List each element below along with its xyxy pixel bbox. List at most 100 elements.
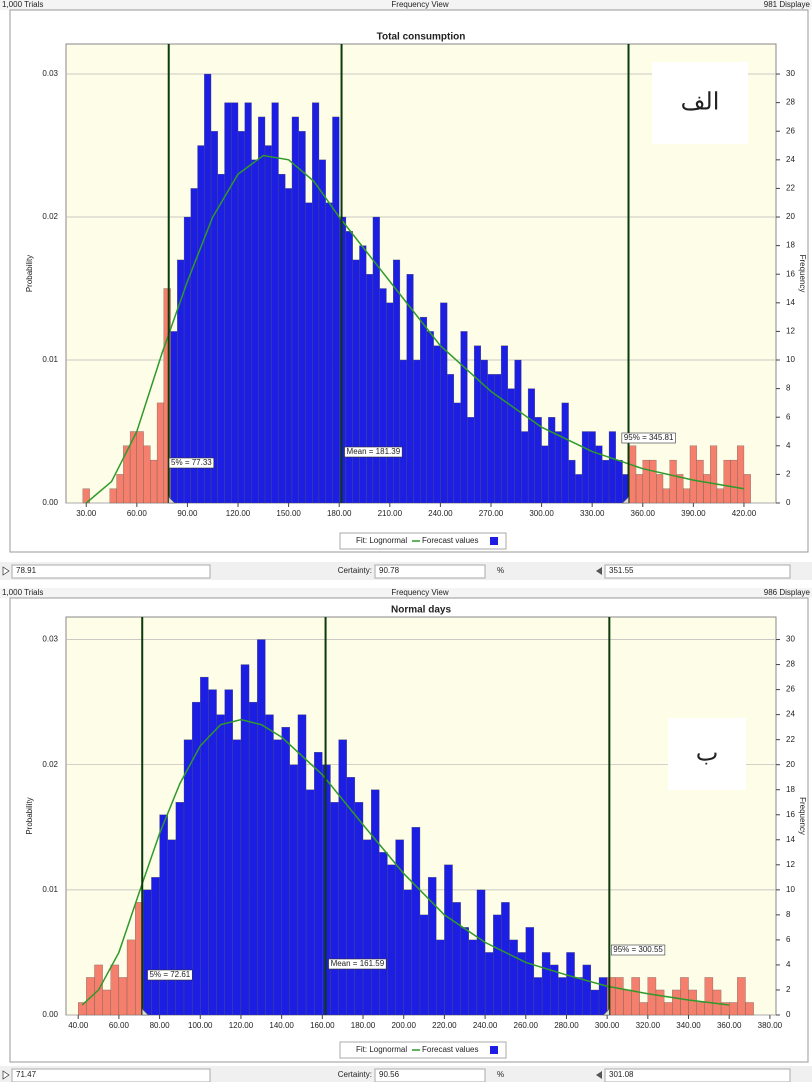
y2-tick-label: 6 [786, 935, 791, 944]
bar [362, 839, 372, 1016]
bar [476, 889, 486, 1016]
bar [696, 1002, 705, 1016]
bar [413, 359, 421, 504]
bar [484, 952, 494, 1016]
bar [554, 431, 562, 504]
x-tick-label: 120.00 [229, 1021, 254, 1030]
trials: 1,000 Trials [2, 588, 43, 597]
bar [278, 173, 286, 504]
y2-tick-label: 30 [786, 69, 795, 78]
certainty-label: Certainty: [338, 1070, 372, 1079]
upper-value: 351.55 [609, 566, 634, 575]
bar [371, 789, 380, 1016]
lower-field[interactable] [11, 564, 211, 579]
bar [265, 714, 274, 1016]
marker-label-box [610, 944, 666, 956]
bar [258, 116, 266, 504]
bar [339, 216, 347, 504]
bar [136, 431, 144, 504]
bar [338, 739, 347, 1016]
y2-tick-label: 26 [786, 126, 795, 135]
bar [710, 445, 718, 504]
marker-label-box [621, 432, 676, 444]
bar [608, 431, 616, 504]
bar [232, 739, 242, 1016]
x-tick-label: 80.00 [150, 1021, 171, 1030]
y2-tick-label: 8 [786, 384, 791, 393]
bar [737, 445, 745, 504]
bar [615, 459, 623, 504]
bar [541, 952, 551, 1016]
bar [525, 927, 535, 1016]
x-tick-label: 320.00 [636, 1021, 661, 1030]
bar [403, 889, 412, 1016]
y2-tick-label: 10 [786, 885, 795, 894]
annotation: ب [696, 739, 719, 767]
bar [352, 259, 360, 504]
bar [312, 102, 320, 504]
bar [440, 302, 448, 504]
y2-tick-label: 24 [786, 710, 795, 719]
bar [582, 964, 592, 1016]
displayed: 981 Displaye [764, 0, 811, 9]
bar [281, 726, 290, 1016]
certainty-field[interactable] [374, 1068, 486, 1082]
upper-icon [596, 1071, 602, 1079]
lower-icon [2, 566, 10, 576]
bar [224, 102, 232, 504]
y2-tick-label: 12 [786, 327, 795, 336]
marker-label-box [328, 958, 387, 970]
bar [167, 839, 177, 1016]
bar [629, 445, 637, 504]
bar [509, 939, 518, 1016]
annotation-box [668, 718, 746, 790]
x-tick-label: 390.00 [681, 509, 706, 518]
upper-field[interactable] [604, 1068, 791, 1082]
bar [683, 488, 691, 504]
bar [156, 402, 164, 504]
y2-tick-label: 18 [786, 785, 795, 794]
y2-tick-label: 20 [786, 212, 795, 221]
bar [716, 488, 724, 504]
lower-field[interactable] [11, 1068, 211, 1082]
bar [649, 459, 657, 504]
y2-axis-label: Frequency [798, 797, 807, 835]
legend-box [339, 532, 507, 550]
bar [204, 73, 212, 504]
x-tick-label: 420.00 [732, 509, 757, 518]
bar [305, 789, 315, 1016]
bar [359, 245, 367, 504]
bar [493, 914, 502, 1016]
bar [248, 701, 258, 1016]
certainty-unit: % [497, 566, 504, 575]
y-tick-label: 0.01 [42, 355, 58, 364]
certainty-field[interactable] [374, 564, 486, 579]
x-tick-label: 140.00 [269, 1021, 294, 1030]
lower-value: 78.91 [16, 566, 37, 575]
bar [345, 231, 353, 504]
x-tick-label: 280.00 [554, 1021, 579, 1030]
upper-field[interactable] [604, 564, 791, 579]
y2-tick-label: 0 [786, 498, 791, 507]
bar [590, 989, 600, 1016]
bar [419, 914, 429, 1016]
y2-tick-label: 16 [786, 269, 795, 278]
bar [541, 445, 549, 504]
bar [473, 345, 482, 504]
x-tick-label: 100.00 [188, 1021, 213, 1030]
x-tick-label: 360.00 [717, 1021, 742, 1030]
bar [730, 459, 738, 504]
marker-label: 95% = 300.55 [613, 945, 663, 954]
marker-label: Mean = 161.59 [331, 959, 385, 968]
bar [468, 939, 478, 1016]
lower-value: 71.47 [16, 1070, 37, 1079]
y-axis-label: Probability [25, 797, 34, 834]
bar [411, 827, 421, 1016]
y2-tick-label: 8 [786, 910, 791, 919]
legend-series: Forecast values [422, 1045, 478, 1054]
legend-series-swatch [490, 537, 498, 545]
bar [639, 1002, 648, 1016]
x-tick-label: 40.00 [68, 1021, 89, 1030]
bar [548, 417, 556, 504]
